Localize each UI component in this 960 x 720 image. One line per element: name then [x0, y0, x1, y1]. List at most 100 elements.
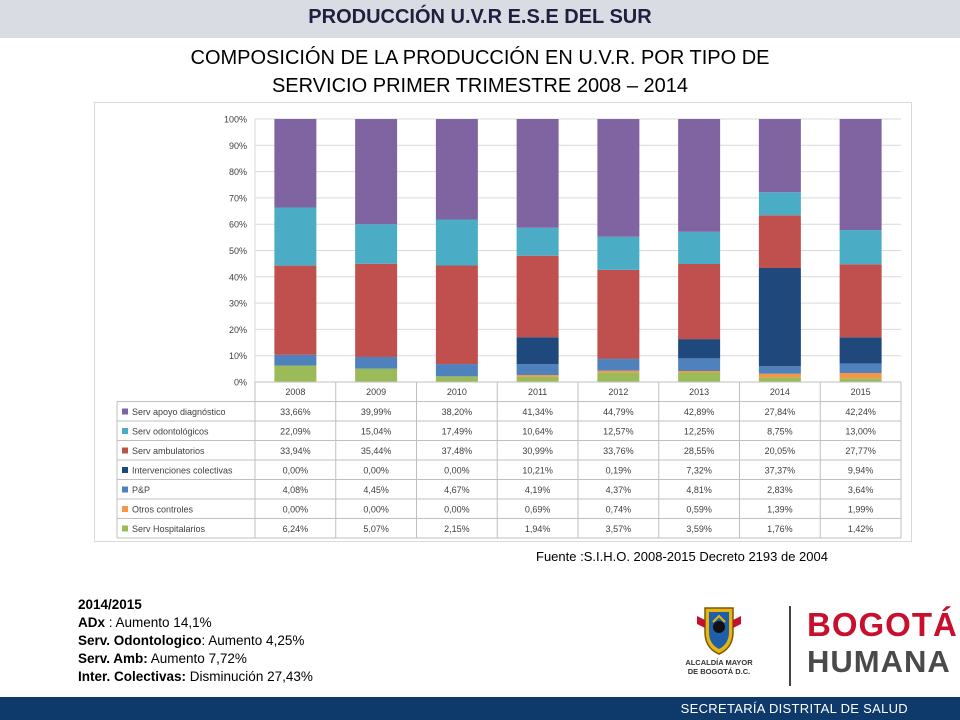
- data-label: 35,44%: [361, 446, 392, 456]
- data-label: 13,00%: [845, 427, 876, 437]
- data-label: 4,19%: [525, 485, 551, 495]
- data-label: 2,83%: [767, 485, 793, 495]
- bar-segment: [355, 368, 398, 382]
- data-label: 1,99%: [848, 505, 874, 515]
- note-adx: ADx : Aumento 14,1%: [78, 615, 212, 630]
- legend-swatch: [122, 408, 128, 415]
- data-label: 3,64%: [848, 485, 874, 495]
- bar-segment: [678, 358, 721, 372]
- bar-segment: [839, 378, 882, 382]
- data-label: 0,00%: [283, 505, 309, 515]
- data-label: 27,77%: [845, 446, 876, 456]
- data-label: 39,99%: [361, 407, 392, 417]
- data-label: 3,57%: [606, 524, 632, 534]
- subtitle-line-2: SERVICIO PRIMER TRIMESTRE 2008 – 2014: [271, 75, 689, 97]
- data-label: 33,66%: [280, 407, 311, 417]
- data-label: 2,15%: [444, 524, 470, 534]
- data-label: 12,57%: [603, 427, 634, 437]
- bar-segment: [758, 119, 801, 193]
- bar-segment: [274, 365, 317, 382]
- y-tick-label: 20%: [229, 325, 247, 335]
- bar-segment: [516, 364, 559, 376]
- bar-segment: [516, 376, 559, 382]
- data-label: 9,94%: [848, 466, 874, 476]
- bogota-logo-text: BOGOTÁ: [807, 606, 958, 643]
- data-label: 4,45%: [363, 485, 389, 495]
- data-label: 1,76%: [767, 524, 793, 534]
- bar-segment: [597, 359, 640, 371]
- note-colectivas: Inter. Colectivas: Disminución 27,43%: [78, 669, 313, 684]
- y-tick-label: 60%: [229, 220, 247, 230]
- data-label: 8,75%: [767, 427, 793, 437]
- chart-frame: 0% 10% 20% 30% 40% 50% 60% 70% 80% 90% 100% 2008 200…: [94, 102, 912, 542]
- data-label: 20,05%: [765, 446, 796, 456]
- bar-segment: [516, 255, 559, 338]
- legend-label: Serv ambulatorios: [132, 446, 205, 456]
- bar-segment: [597, 372, 640, 382]
- bar-segment: [839, 119, 882, 231]
- bar-segment: [597, 370, 640, 373]
- bar-segment: [355, 263, 398, 357]
- y-tick-label: 80%: [229, 167, 247, 177]
- bar-segment: [678, 371, 721, 373]
- x-tick-label: 2015: [851, 387, 871, 397]
- bar-segment: [435, 376, 478, 382]
- y-tick-label: 90%: [229, 141, 247, 151]
- bar-segment: [274, 207, 317, 266]
- data-label: 15,04%: [361, 427, 392, 437]
- data-label: 42,24%: [845, 407, 876, 417]
- bar-segment: [758, 366, 801, 374]
- bar-segment: [678, 264, 721, 340]
- data-label: 0,00%: [363, 505, 389, 515]
- bar-segment: [758, 373, 801, 378]
- legend-swatch: [122, 486, 128, 493]
- y-tick-label: 40%: [229, 272, 247, 282]
- bar-segment: [355, 224, 398, 264]
- y-tick-label: 30%: [229, 299, 247, 309]
- y-tick-label: 70%: [229, 193, 247, 203]
- source-note: Fuente :S.I.H.O. 2008-2015 Decreto 2193 …: [536, 549, 828, 564]
- data-label: 44,79%: [603, 407, 634, 417]
- notes-heading: 2014/2015: [78, 597, 142, 612]
- bar-segment: [839, 337, 882, 364]
- bar-segment: [839, 363, 882, 374]
- data-label: 33,94%: [280, 446, 311, 456]
- legend-label: Intervenciones colectivas: [132, 466, 233, 476]
- bar-segment: [758, 192, 801, 216]
- logo-divider: [789, 606, 791, 686]
- bar-segment: [839, 264, 882, 338]
- bar-segment: [597, 119, 640, 237]
- bar-segment: [516, 119, 559, 228]
- data-label: 0,19%: [606, 466, 632, 476]
- subtitle-line-1: COMPOSICIÓN DE LA PRODUCCIÓN EN U.V.R. P…: [190, 47, 770, 69]
- bar-segment: [516, 227, 559, 256]
- note-odontologico: Serv. Odontologico: Aumento 4,25%: [78, 633, 305, 648]
- data-label: 10,64%: [522, 427, 553, 437]
- bar-segment: [274, 354, 317, 366]
- legend-label: P&P: [132, 485, 150, 495]
- bar-segment: [678, 231, 721, 265]
- data-label: 37,37%: [765, 466, 796, 476]
- bar-segment: [758, 267, 801, 367]
- alcaldia-label: ALCALDÍA MAYOR DE BOGOTÁ D.C.: [685, 658, 753, 676]
- x-tick-label: 2008: [285, 387, 305, 397]
- data-label: 7,32%: [686, 466, 712, 476]
- data-label: 4,08%: [283, 485, 309, 495]
- data-label: 30,99%: [522, 446, 553, 456]
- data-label: 41,34%: [522, 407, 553, 417]
- bar-segment: [355, 356, 398, 369]
- bar-segment: [758, 215, 801, 268]
- bar-segment: [678, 372, 721, 382]
- data-label: 4,81%: [686, 485, 712, 495]
- bar-segment: [516, 375, 559, 377]
- footer-bar: SECRETARÍA DISTRITAL DE SALUD: [0, 697, 960, 720]
- data-label: 0,69%: [525, 505, 551, 515]
- data-label: 28,55%: [684, 446, 715, 456]
- data-label: 6,24%: [283, 524, 309, 534]
- legend-label: Serv odontológicos: [132, 427, 209, 437]
- x-tick-label: 2010: [447, 387, 467, 397]
- note-ambulatorio: Serv. Amb: Aumento 7,72%: [78, 651, 247, 666]
- data-label: 1,39%: [767, 505, 793, 515]
- data-label: 0,00%: [444, 505, 470, 515]
- legend-swatch: [122, 506, 128, 512]
